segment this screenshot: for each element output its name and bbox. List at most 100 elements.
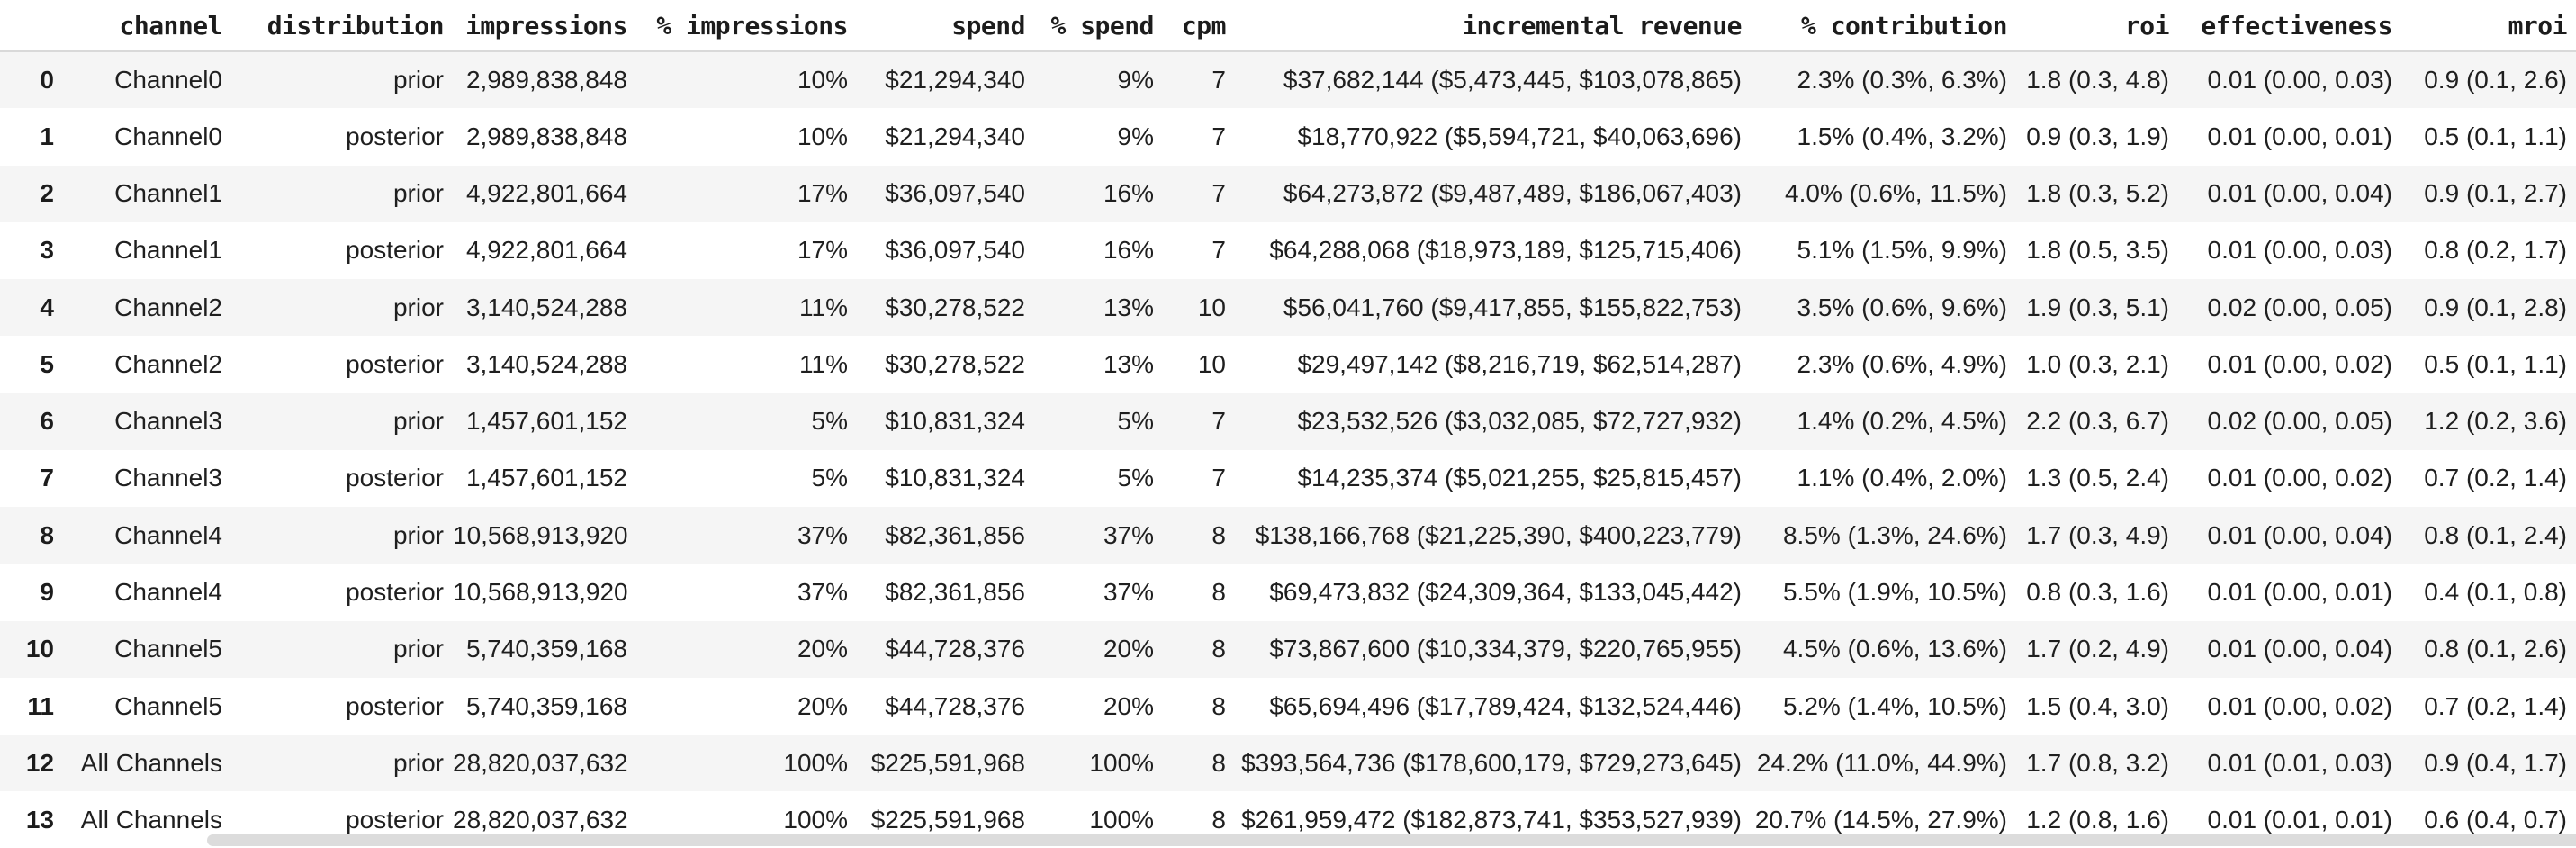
cell-index: 7	[40, 464, 54, 492]
cell-impressions_pct: 17%	[797, 179, 848, 208]
table-row: 2 Channel1 prior 4,922,801,664 17% $36,097,54…	[0, 165, 2576, 222]
cell-distribution: prior	[392, 179, 444, 208]
cell-spend: $44,728,376	[885, 691, 1025, 720]
cell-distribution: prior	[392, 635, 444, 663]
cell-effectiveness: 0.02 (0.00, 0.05)	[2207, 293, 2392, 321]
cell-cpm: 8	[1211, 520, 1226, 549]
cell-spend_pct: 9%	[1117, 66, 1154, 95]
cell-incremental_revenue: $261,959,472 ($182,873,741, $353,527,939…	[1241, 806, 1742, 834]
cell-roi: 0.8 (0.3, 1.6)	[2026, 578, 2169, 607]
cell-effectiveness: 0.01 (0.00, 0.01)	[2207, 578, 2392, 607]
table-row: 9 Channel4 posterior 10,568,913,920 37% $82,3…	[0, 564, 2576, 620]
cell-effectiveness: 0.01 (0.00, 0.02)	[2207, 691, 2392, 720]
cell-distribution: posterior	[346, 464, 444, 492]
cell-effectiveness: 0.01 (0.00, 0.02)	[2207, 349, 2392, 378]
cell-cpm: 10	[1197, 293, 1226, 321]
cell-spend_pct: 37%	[1103, 578, 1154, 607]
column-header-mroi: mroi	[2401, 0, 2576, 52]
table-row: 4 Channel2 prior 3,140,524,288 11% $30,278,52…	[0, 279, 2576, 337]
cell-impressions: 1,457,601,152	[465, 464, 627, 492]
cell-channel: Channel3	[114, 464, 222, 492]
cell-spend_pct: 100%	[1089, 748, 1154, 777]
column-header-distribution: distribution	[231, 0, 453, 52]
cell-spend_pct: 37%	[1103, 520, 1154, 549]
cell-effectiveness: 0.01 (0.00, 0.03)	[2207, 66, 2392, 95]
cell-mroi: 0.9 (0.1, 2.7)	[2424, 179, 2567, 208]
cell-impressions_pct: 10%	[797, 66, 848, 95]
cell-spend: $44,728,376	[885, 635, 1025, 663]
cell-channel: Channel4	[114, 520, 222, 549]
table-row: 10 Channel5 prior 5,740,359,168 20% $44,728,3…	[0, 620, 2576, 678]
cell-cpm: 8	[1211, 691, 1226, 720]
cell-effectiveness: 0.01 (0.00, 0.04)	[2207, 635, 2392, 663]
cell-index: 1	[40, 122, 54, 150]
cell-contribution_pct: 5.1% (1.5%, 9.9%)	[1797, 236, 2007, 265]
cell-spend: $21,294,340	[885, 122, 1025, 150]
cell-impressions_pct: 5%	[811, 407, 848, 436]
cell-mroi: 0.9 (0.1, 2.6)	[2424, 66, 2567, 95]
table-row: 12 All Channels prior 28,820,037,632 100% $22…	[0, 735, 2576, 792]
cell-cpm: 7	[1211, 407, 1226, 436]
cell-contribution_pct: 8.5% (1.3%, 24.6%)	[1782, 520, 2007, 549]
cell-effectiveness: 0.01 (0.00, 0.04)	[2207, 520, 2392, 549]
cell-effectiveness: 0.01 (0.01, 0.03)	[2207, 748, 2392, 777]
cell-index: 4	[40, 293, 54, 321]
cell-roi: 1.8 (0.3, 4.8)	[2026, 66, 2169, 95]
cell-impressions: 4,922,801,664	[465, 179, 627, 208]
cell-impressions_pct: 11%	[799, 293, 848, 321]
cell-contribution_pct: 1.1% (0.4%, 2.0%)	[1797, 464, 2007, 492]
cell-index: 3	[40, 236, 54, 265]
cell-contribution_pct: 1.4% (0.2%, 4.5%)	[1797, 407, 2007, 436]
cell-contribution_pct: 20.7% (14.5%, 27.9%)	[1754, 806, 2007, 834]
cell-mroi: 0.5 (0.1, 1.1)	[2424, 349, 2567, 378]
cell-distribution: prior	[392, 66, 444, 95]
cell-distribution: posterior	[346, 349, 444, 378]
cell-impressions: 2,989,838,848	[465, 66, 627, 95]
cell-incremental_revenue: $64,273,872 ($9,487,489, $186,067,403)	[1283, 179, 1742, 208]
cell-roi: 1.7 (0.3, 4.9)	[2026, 520, 2169, 549]
cell-spend_pct: 16%	[1103, 179, 1154, 208]
cell-mroi: 0.9 (0.4, 1.7)	[2424, 748, 2567, 777]
cell-spend_pct: 13%	[1103, 293, 1154, 321]
cell-cpm: 7	[1211, 179, 1226, 208]
cell-impressions: 28,820,037,632	[453, 806, 628, 834]
cell-contribution_pct: 2.3% (0.6%, 4.9%)	[1797, 349, 2007, 378]
cell-effectiveness: 0.01 (0.00, 0.04)	[2207, 179, 2392, 208]
cell-spend: $10,831,324	[885, 407, 1025, 436]
header-row: channel distribution impressions% impressi…	[0, 0, 2576, 52]
cell-impressions_pct: 37%	[797, 578, 848, 607]
cell-channel: Channel2	[114, 293, 222, 321]
cell-distribution: prior	[392, 520, 444, 549]
cell-impressions_pct: 11%	[799, 349, 848, 378]
cell-index: 2	[40, 179, 54, 208]
cell-spend_pct: 20%	[1103, 691, 1154, 720]
cell-spend_pct: 100%	[1089, 806, 1154, 834]
cell-spend: $82,361,856	[885, 578, 1025, 607]
cell-channel: Channel3	[114, 407, 222, 436]
table-header: channel distribution impressions% impressi…	[0, 0, 2576, 52]
column-header-impressions_pct: % impressions	[636, 0, 857, 52]
cell-incremental_revenue: $393,564,736 ($178,600,179, $729,273,645…	[1241, 748, 1742, 777]
cell-contribution_pct: 4.0% (0.6%, 11.5%)	[1785, 179, 2007, 208]
cell-effectiveness: 0.02 (0.00, 0.05)	[2207, 407, 2392, 436]
cell-mroi: 0.8 (0.1, 2.6)	[2424, 635, 2567, 663]
cell-spend_pct: 9%	[1117, 122, 1154, 150]
column-header-index	[0, 0, 63, 52]
column-header-spend_pct: % spend	[1034, 0, 1163, 52]
cell-mroi: 0.5 (0.1, 1.1)	[2424, 122, 2567, 150]
cell-impressions: 3,140,524,288	[465, 349, 627, 378]
cell-impressions: 5,740,359,168	[465, 691, 627, 720]
cell-impressions_pct: 20%	[797, 691, 848, 720]
cell-roi: 1.0 (0.3, 2.1)	[2026, 349, 2169, 378]
cell-incremental_revenue: $73,867,600 ($10,334,379, $220,765,955)	[1269, 635, 1742, 663]
cell-contribution_pct: 4.5% (0.6%, 13.6%)	[1782, 635, 2007, 663]
cell-mroi: 0.8 (0.2, 1.7)	[2424, 236, 2567, 265]
cell-mroi: 0.8 (0.1, 2.4)	[2424, 520, 2567, 549]
cell-spend: $30,278,522	[885, 293, 1025, 321]
table-row: 0 Channel0 prior 2,989,838,848 10% $21,294,34…	[0, 51, 2576, 109]
column-header-effectiveness: effectiveness	[2178, 0, 2401, 52]
cell-roi: 1.5 (0.4, 3.0)	[2026, 691, 2169, 720]
horizontal-scrollbar-thumb[interactable]	[207, 834, 2576, 846]
